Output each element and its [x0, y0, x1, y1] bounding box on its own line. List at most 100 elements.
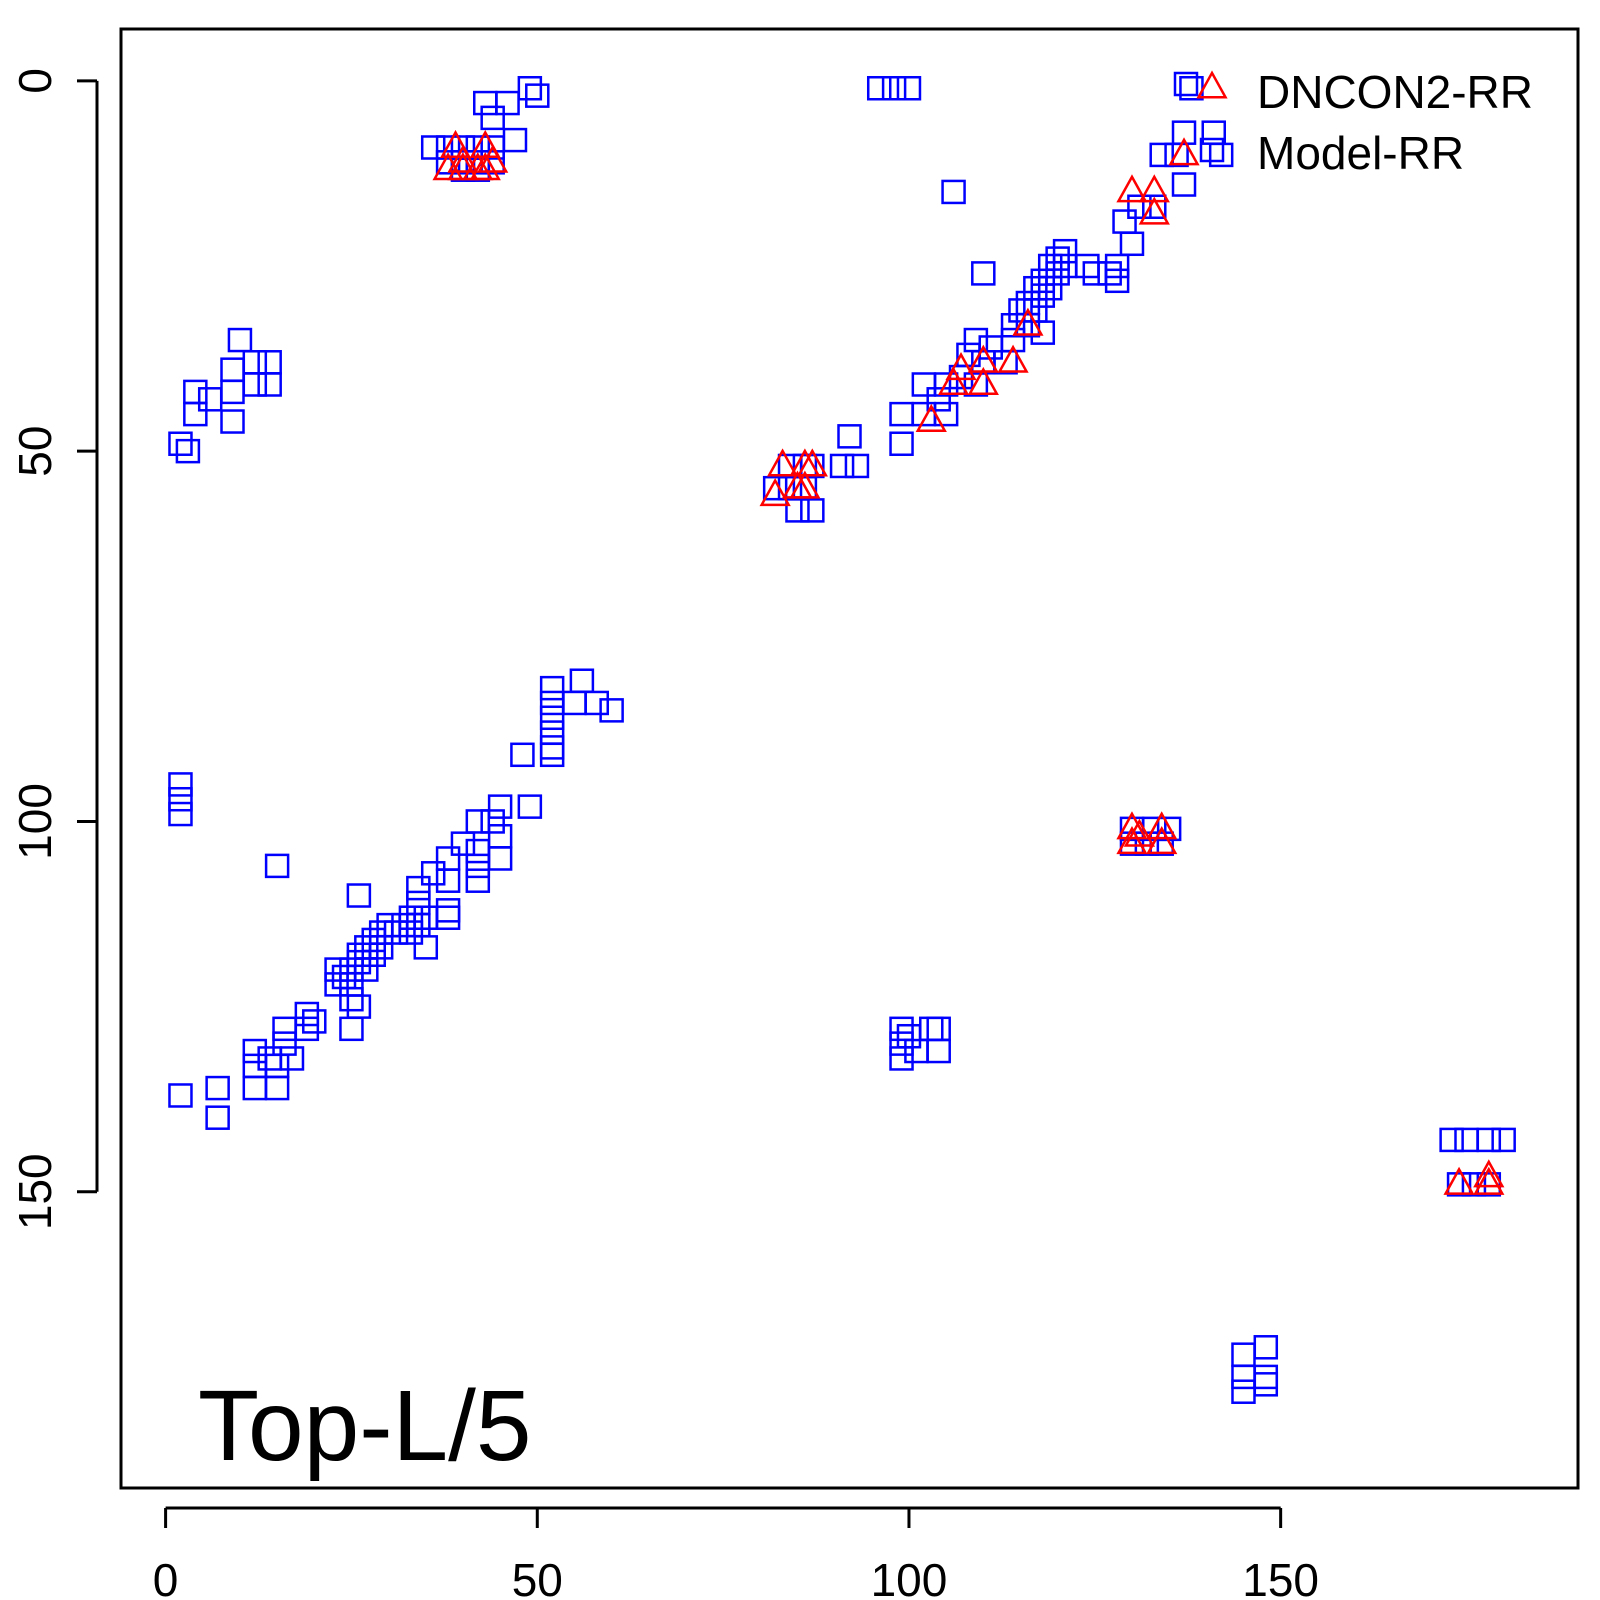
- data-point-model-rr: [324, 972, 349, 997]
- data-point-model-rr: [168, 1083, 193, 1108]
- data-point-model-rr: [1052, 253, 1078, 279]
- data-point-dncon2-rr: [1138, 196, 1170, 225]
- data-point-model-rr: [168, 431, 193, 456]
- data-point-model-rr: [480, 135, 505, 160]
- data-point-model-rr: [197, 387, 223, 412]
- panel-annotation: Top-L/5: [198, 1370, 532, 1482]
- data-point-dncon2-rr: [469, 152, 501, 181]
- data-point-model-rr: [1030, 320, 1056, 345]
- data-point-dncon2-rr: [1116, 811, 1148, 840]
- data-point-model-rr: [435, 868, 461, 893]
- y-tick-label: 50: [9, 426, 61, 477]
- data-point-model-rr: [829, 453, 855, 479]
- series-model-rr: [168, 75, 1516, 1404]
- y-axis: 0 50 100 150: [9, 68, 99, 1230]
- data-point-model-rr: [525, 83, 550, 108]
- data-point-model-rr: [896, 75, 922, 101]
- data-point-model-rr: [406, 875, 431, 901]
- data-point-model-rr: [302, 1009, 327, 1034]
- data-point-model-rr: [1491, 1127, 1516, 1153]
- data-point-model-rr: [168, 772, 193, 797]
- data-point-dncon2-rr: [915, 403, 947, 433]
- data-point-model-rr: [227, 327, 253, 353]
- data-point-model-rr: [599, 698, 624, 723]
- data-point-model-rr: [264, 853, 290, 879]
- data-point-model-rr: [800, 498, 825, 523]
- data-point-model-rr: [168, 786, 193, 812]
- legend-label: DNCON2-RR: [1257, 66, 1533, 118]
- data-point-model-rr: [487, 794, 513, 819]
- data-point-model-rr: [480, 105, 505, 131]
- data-point-model-rr: [346, 883, 372, 908]
- data-point-model-rr: [242, 1038, 268, 1064]
- data-point-model-rr: [465, 157, 491, 182]
- data-point-dncon2-rr: [1012, 307, 1044, 336]
- data-point-model-rr: [413, 935, 439, 960]
- data-point-model-rr: [361, 942, 386, 968]
- data-point-model-rr: [1253, 1372, 1279, 1397]
- data-point-model-rr: [420, 135, 446, 160]
- data-point-dncon2-rr: [1116, 826, 1148, 855]
- data-point-model-rr: [465, 809, 491, 834]
- data-point-model-rr: [339, 957, 364, 982]
- data-point-model-rr: [1208, 142, 1234, 168]
- data-point-model-rr: [911, 372, 937, 397]
- data-point-model-rr: [420, 861, 446, 886]
- data-point-model-rr: [175, 438, 201, 464]
- data-point-model-rr: [1142, 194, 1167, 219]
- data-point-dncon2-rr: [789, 470, 821, 499]
- y-tick-label: 0: [9, 68, 61, 94]
- data-point-model-rr: [1439, 1127, 1464, 1153]
- data-point-model-rr: [1030, 283, 1056, 308]
- data-point-dncon2-rr: [1146, 826, 1178, 855]
- data-point-model-rr: [1253, 1335, 1279, 1360]
- data-point-model-rr: [465, 868, 491, 893]
- data-point-model-rr: [889, 431, 914, 456]
- data-point-model-rr: [361, 927, 386, 953]
- data-point-model-rr: [517, 794, 543, 819]
- data-point-model-rr: [435, 135, 461, 160]
- data-point-model-rr: [1119, 231, 1145, 257]
- data-point-model-rr: [1446, 1172, 1472, 1197]
- data-point-dncon2-rr: [447, 144, 479, 173]
- data-point-model-rr: [510, 742, 535, 768]
- legend: DNCON2-RR Model-RR: [1173, 66, 1533, 179]
- data-point-model-rr: [881, 75, 907, 101]
- data-point-model-rr: [1082, 261, 1108, 286]
- legend-symbol-model-rr-secondary: [1199, 137, 1225, 163]
- data-point-model-rr: [339, 986, 364, 1012]
- data-point-dncon2-rr: [997, 344, 1029, 373]
- y-tick-label: 100: [9, 783, 61, 860]
- data-point-model-rr: [926, 1038, 951, 1064]
- legend-symbol-model-rr: [1173, 71, 1199, 97]
- data-point-dncon2-rr: [1443, 1166, 1475, 1195]
- legend-label: Model-RR: [1257, 127, 1464, 179]
- data-point-model-rr: [1149, 142, 1174, 168]
- data-point-dncon2-rr: [1116, 174, 1148, 203]
- data-point-model-rr: [324, 957, 349, 982]
- data-point-model-rr: [465, 853, 491, 879]
- series-dncon2-rr: [432, 129, 1505, 1195]
- data-point-model-rr: [1461, 1172, 1487, 1197]
- data-point-model-rr: [1476, 1172, 1502, 1197]
- data-point-model-rr: [205, 1075, 230, 1101]
- legend-symbol-dncon2-rr: [1196, 70, 1228, 99]
- data-point-dncon2-rr: [1168, 137, 1200, 166]
- data-point-dncon2-rr: [439, 129, 472, 158]
- data-point-model-rr: [963, 372, 989, 397]
- data-point-dncon2-rr: [759, 477, 791, 507]
- data-point-model-rr: [837, 424, 862, 449]
- x-tick-label: 150: [1242, 1554, 1319, 1600]
- data-point-model-rr: [1030, 268, 1056, 294]
- data-point-model-rr: [1037, 275, 1063, 301]
- data-point-model-rr: [889, 1046, 914, 1071]
- data-point-dncon2-rr: [447, 152, 479, 181]
- data-point-model-rr: [539, 675, 565, 701]
- data-point-dncon2-rr: [937, 366, 970, 395]
- data-point-dncon2-rr: [967, 366, 999, 395]
- data-point-model-rr: [279, 1046, 305, 1071]
- x-tick-label: 100: [871, 1554, 948, 1600]
- data-point-model-rr: [1171, 172, 1197, 197]
- plot-frame: [119, 27, 1580, 1490]
- data-point-model-rr: [941, 179, 966, 205]
